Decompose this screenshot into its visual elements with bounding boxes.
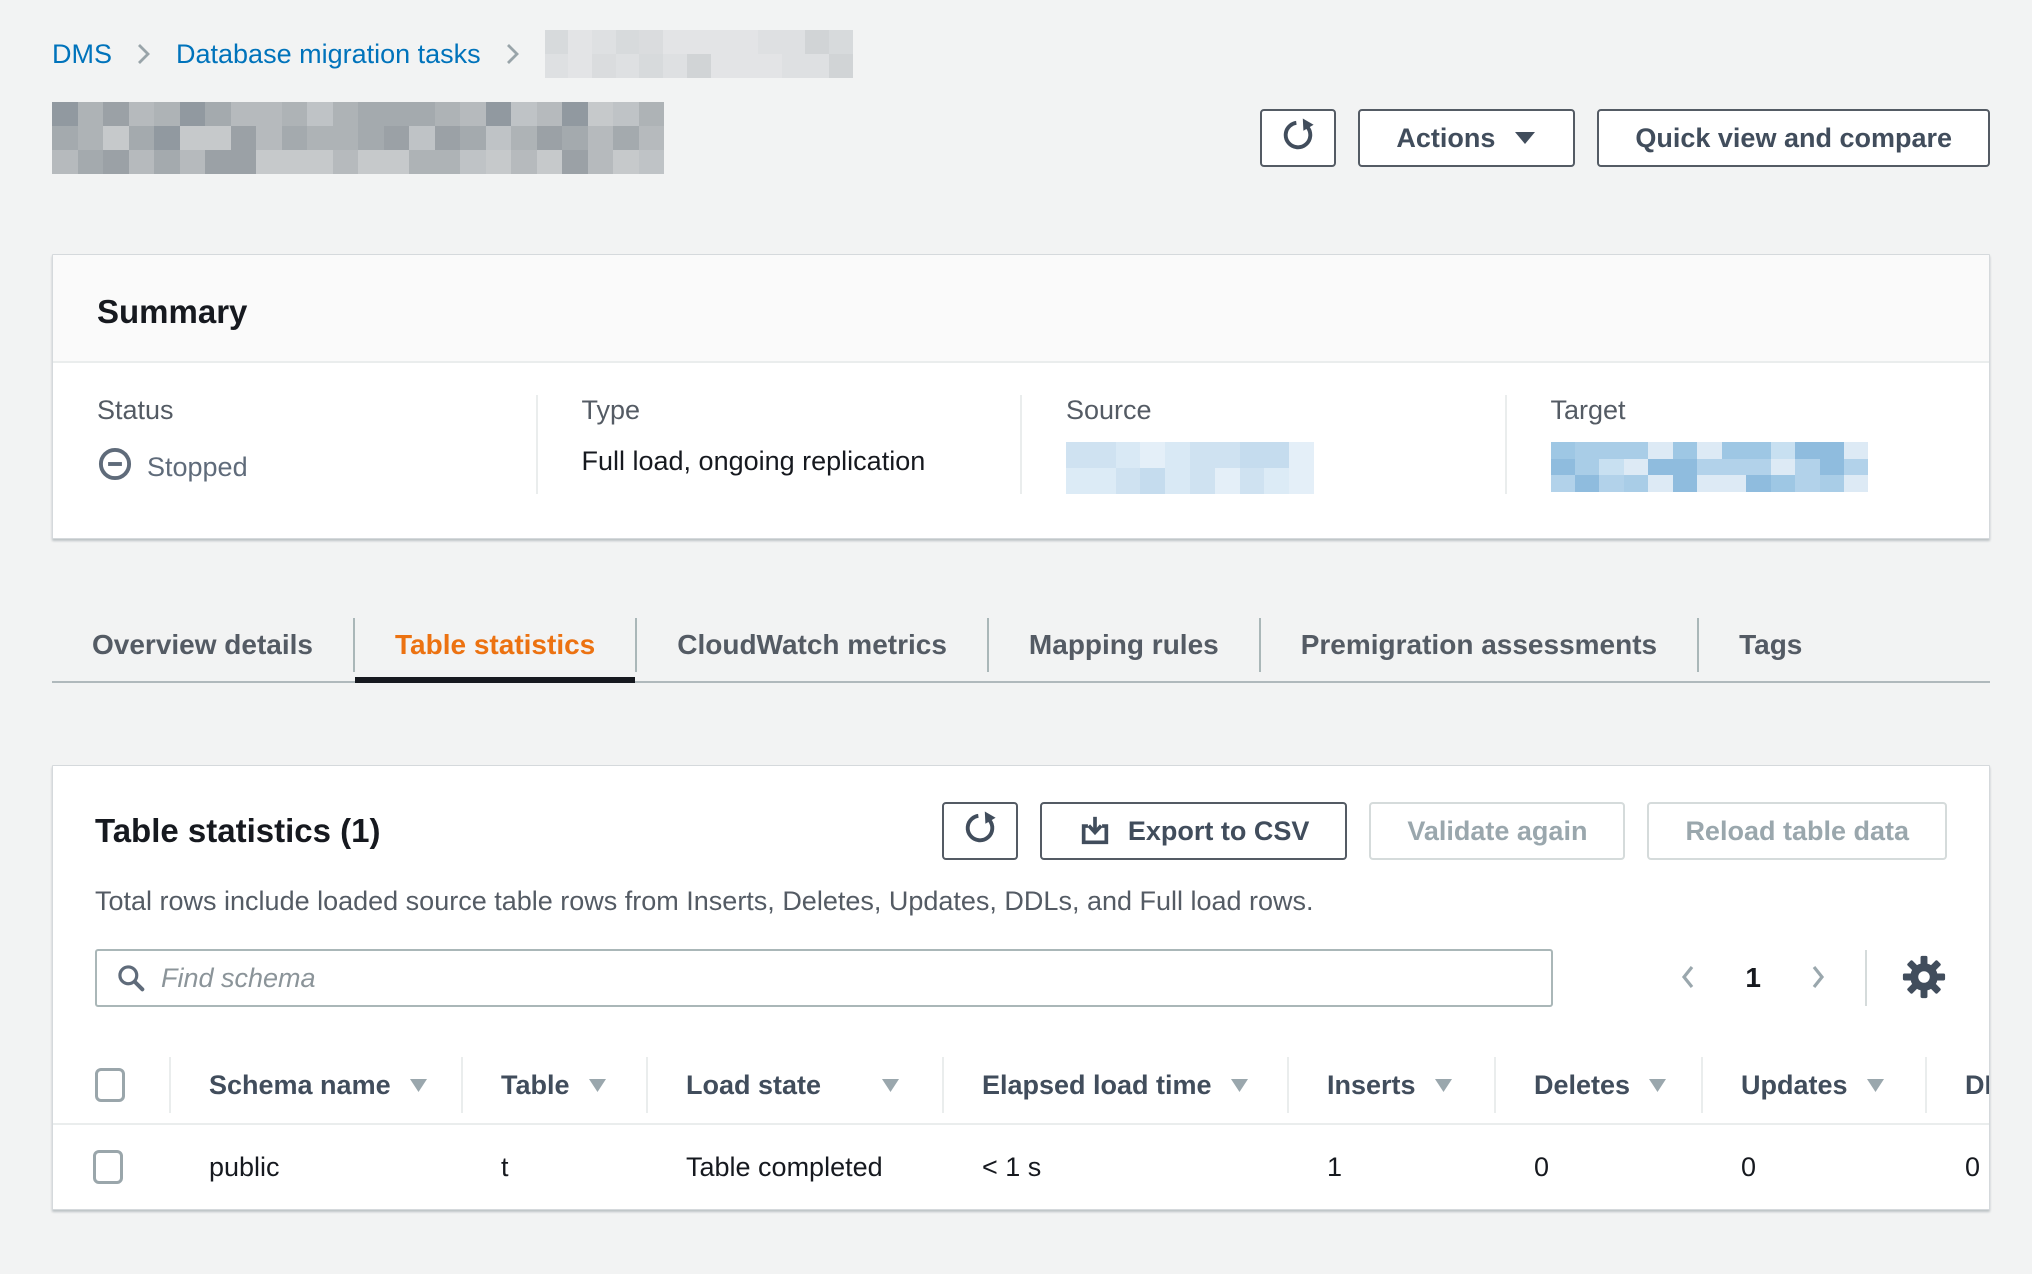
reload-table-data-button[interactable]: Reload table data (1647, 802, 1947, 860)
tab-table-statistics[interactable]: Table statistics (355, 609, 636, 683)
tab-bar: Overview details Table statistics CloudW… (52, 609, 1990, 683)
summary-header: Summary (53, 255, 1989, 363)
cell-elapsed-load-time: < 1 s (982, 1151, 1042, 1182)
next-page-button[interactable] (1805, 960, 1831, 997)
target-label: Target (1550, 395, 1626, 425)
row-checkbox[interactable] (93, 1150, 123, 1184)
select-all-checkbox[interactable] (95, 1068, 125, 1102)
sort-down-icon (407, 1076, 430, 1095)
column-header-elapsed-load-time[interactable]: Elapsed load time (942, 1047, 1287, 1123)
summary-field-source: Source (1020, 395, 1505, 494)
column-header-schema-name[interactable]: Schema name (169, 1047, 461, 1123)
breadcrumb-link-dms[interactable]: DMS (52, 38, 112, 69)
pagination: 1 (1675, 950, 1947, 1006)
refresh-table-button[interactable] (941, 802, 1018, 860)
caret-down-icon (1513, 129, 1537, 147)
search-box (95, 949, 1553, 1007)
download-icon (1078, 814, 1112, 848)
column-header-table[interactable]: Table (461, 1047, 646, 1123)
cell-load-state: Table completed (686, 1151, 883, 1182)
column-header-updates[interactable]: Updates (1701, 1047, 1925, 1123)
table-row: public t Table completed < 1 s 1 0 0 0 (53, 1125, 1989, 1209)
gear-icon (1901, 954, 1947, 1003)
export-to-csv-button[interactable]: Export to CSV (1039, 802, 1348, 860)
stopped-minus-circle-icon (97, 446, 133, 489)
dms-task-page: DMS Database migration tasks Actions (52, 30, 1990, 1210)
summary-field-status: Status Stopped (53, 395, 536, 494)
table-header-row: Schema name Table Load state Elapsed loa… (53, 1047, 1989, 1125)
page-header: Actions Quick view and compare (52, 102, 1990, 174)
current-page-number: 1 (1745, 962, 1761, 993)
table-statistics-description: Total rows include loaded source table r… (95, 886, 1314, 916)
chevron-left-icon (1675, 960, 1701, 997)
refresh-icon (1280, 117, 1316, 160)
tab-mapping-rules[interactable]: Mapping rules (1028, 629, 1219, 660)
cell-updates: 0 (1741, 1151, 1757, 1182)
column-header-deletes[interactable]: Deletes (1494, 1047, 1701, 1123)
toolbar-divider (1865, 950, 1867, 1006)
chevron-right-icon (503, 41, 523, 67)
chevron-right-icon (134, 41, 154, 67)
tab-cloudwatch-metrics[interactable]: CloudWatch metrics (677, 629, 947, 660)
find-schema-input[interactable] (95, 949, 1553, 1007)
tab-tags[interactable]: Tags (1739, 629, 1803, 660)
table-statistics-title: Table statistics (1) (95, 812, 381, 849)
sort-down-icon (1864, 1076, 1887, 1095)
summary-card: Summary Status Stopped Type Full load, (52, 254, 1990, 539)
tab-divider (986, 618, 989, 672)
settings-button[interactable] (1901, 954, 1947, 1003)
cell-inserts: 1 (1327, 1151, 1343, 1182)
select-all-cell (53, 1047, 169, 1123)
status-text: Stopped (147, 452, 248, 482)
redacted-source-endpoint (1066, 442, 1314, 494)
cell-deletes: 0 (1534, 1151, 1550, 1182)
header-buttons: Actions Quick view and compare (1260, 109, 1990, 167)
breadcrumb-redacted-task-name (544, 30, 853, 78)
row-select-cell (53, 1125, 169, 1209)
validate-again-button[interactable]: Validate again (1369, 802, 1626, 860)
table-statistics-header: Table statistics (1) (53, 802, 1989, 860)
type-value: Full load, ongoing replication (581, 446, 926, 476)
sort-down-icon (1646, 1076, 1669, 1095)
breadcrumb: DMS Database migration tasks (52, 30, 1990, 78)
tab-divider (353, 618, 356, 672)
type-label: Type (581, 395, 641, 425)
summary-field-type: Type Full load, ongoing replication (535, 395, 1021, 494)
sort-down-icon (879, 1076, 902, 1095)
tab-overview-details[interactable]: Overview details (92, 629, 314, 660)
tab-divider (1258, 618, 1261, 672)
redacted-target-endpoint (1550, 442, 1869, 492)
previous-page-button[interactable] (1675, 960, 1701, 997)
cell-schema-name: public (209, 1151, 280, 1182)
summary-body: Status Stopped Type Full load, ongoing r… (53, 363, 1989, 538)
actions-button[interactable]: Actions (1358, 109, 1576, 167)
cell-ddls: 0 (1965, 1151, 1981, 1182)
table-statistics-panel: Table statistics (1) (52, 765, 1990, 1210)
cell-table: t (501, 1151, 509, 1182)
chevron-right-icon (1805, 960, 1831, 997)
tab-divider (1697, 618, 1700, 672)
column-header-load-state[interactable]: Load state (646, 1047, 942, 1123)
tab-divider (635, 618, 638, 672)
quick-view-and-compare-button[interactable]: Quick view and compare (1597, 109, 1990, 167)
column-header-inserts[interactable]: Inserts (1287, 1047, 1494, 1123)
source-label: Source (1066, 395, 1152, 425)
summary-title: Summary (97, 293, 248, 330)
status-value: Stopped (97, 446, 536, 489)
sort-down-icon (586, 1076, 609, 1095)
redacted-page-title (52, 102, 664, 174)
status-label: Status (97, 395, 174, 425)
summary-field-target: Target (1504, 395, 1990, 494)
refresh-icon (962, 810, 998, 853)
sort-down-icon (1432, 1076, 1455, 1095)
table-toolbar: 1 (53, 949, 1989, 1007)
breadcrumb-link-migration-tasks[interactable]: Database migration tasks (176, 38, 481, 69)
table-statistics-buttons: Export to CSV Validate again Reload tabl… (941, 802, 1947, 860)
refresh-button[interactable] (1260, 109, 1337, 167)
tab-premigration-assessments[interactable]: Premigration assessments (1300, 629, 1658, 660)
sort-down-icon (1228, 1076, 1251, 1095)
column-header-ddls[interactable]: DDLs (1925, 1047, 1989, 1123)
